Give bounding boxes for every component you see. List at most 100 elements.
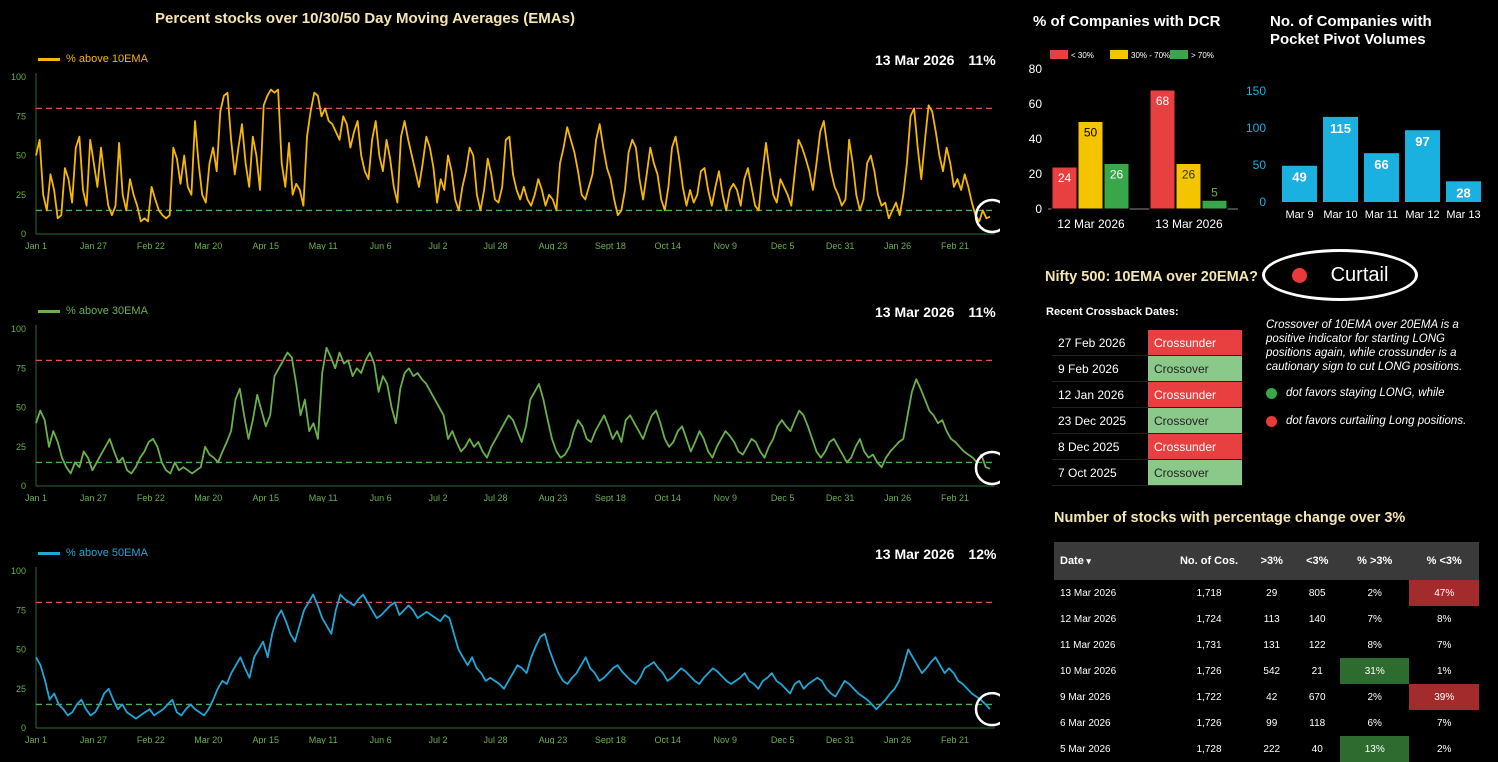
readout-value: 12% (968, 546, 997, 562)
panel-legend-2: % above 30EMA (38, 305, 148, 317)
pocket-pivot-bar-label: 28 (1456, 185, 1470, 200)
crossback-row: 27 Feb 2026 Crossunder (1052, 330, 1242, 356)
main-title: Percent stocks over 10/30/50 Day Moving … (155, 10, 575, 27)
green-dot-icon (1266, 387, 1277, 399)
x-tick-label: Dec 5 (771, 493, 795, 502)
y-tick-label: 25 (16, 684, 26, 694)
x-tick-label: 13 Mar 2026 (1155, 217, 1223, 231)
y-tick-label: 40 (1029, 132, 1043, 146)
panel-readout-2: 13 Mar 2026 11% (875, 304, 996, 320)
dcr-bar-label: 26 (1110, 168, 1124, 182)
table-cell: 222 (1263, 743, 1281, 755)
column-header[interactable]: Date ▾ (1054, 542, 1169, 580)
dcr-bar-label: 26 (1182, 168, 1196, 182)
table-row: 9 Mar 2026 1,722 42 670 2% 39% (1054, 684, 1479, 710)
series-line (35, 346, 991, 475)
table-cell: 8% (1437, 613, 1452, 625)
x-tick-label: Jul 2 (429, 241, 448, 250)
table-cell: 1,731 (1196, 639, 1222, 651)
table-cell: 140 (1308, 613, 1326, 625)
dcr-bar-label: 50 (1084, 126, 1098, 140)
y-tick-label: 0 (21, 481, 26, 491)
table-cell: 2% (1437, 743, 1452, 755)
dcr-bar-label: 68 (1156, 94, 1170, 108)
legend-label: % above 10EMA (66, 53, 148, 65)
panel-legend-3: % above 50EMA (38, 547, 148, 559)
x-tick-label: May 11 (309, 493, 338, 502)
y-tick-label: 25 (16, 442, 26, 452)
red-dot-note-text: dot favors curtailing Long positions. (1286, 415, 1467, 427)
x-tick-label: Aug 23 (539, 735, 568, 744)
x-tick-label: Jul 2 (429, 735, 448, 744)
x-tick-label: Feb 21 (941, 493, 969, 502)
column-header-label: Date (1060, 555, 1084, 567)
x-tick-label: 12 Mar 2026 (1057, 217, 1125, 231)
pocket-pivot-chart: 0 50 100 150 49 Mar 9 115 Mar 10 66 Mar 11 97 Mar 1… (1246, 84, 1481, 221)
legend-label: < 30% (1071, 51, 1094, 60)
legend-label: % above 50EMA (66, 547, 148, 559)
ema-line-chart-2: 0 25 50 75 100 Jan 1 Jan 27 Feb 22 Mar 20 Apr 15 M… (11, 324, 1000, 502)
panel-readout-1: 13 Mar 2026 11% (875, 52, 996, 68)
pocket-pivot-bar (1364, 153, 1399, 202)
x-tick-label: Jun 6 (370, 241, 392, 250)
sort-down-icon[interactable]: ▾ (1083, 556, 1091, 566)
pocket-pivot-bar (1282, 165, 1317, 202)
table-cell: 99 (1266, 717, 1278, 729)
change-table-title: Number of stocks with percentage change … (1054, 510, 1406, 526)
column-header: % >3% (1339, 542, 1410, 580)
nifty-title: Nifty 500: 10EMA over 20EMA? (1045, 269, 1259, 285)
ema-line-chart-3: 0 25 50 75 100 Jan 1 Jan 27 Feb 22 Mar 20 Apr 15 M… (11, 566, 1000, 744)
x-tick-label: Apr 15 (252, 241, 279, 250)
column-header: % <3% (1409, 542, 1479, 580)
table-cell: 40 (1311, 743, 1323, 755)
table-cell: 10 Mar 2026 (1060, 665, 1117, 677)
legend-swatch (1170, 50, 1188, 59)
x-tick-label: Sept 18 (595, 493, 626, 502)
readout-date: 13 Mar 2026 (875, 304, 955, 320)
crossback-date: 27 Feb 2026 (1052, 330, 1148, 356)
readout-value: 11% (968, 52, 996, 68)
crossback-date: 12 Jan 2026 (1052, 381, 1148, 408)
x-tick-label: Jan 27 (80, 493, 107, 502)
table-cell: 2% (1367, 691, 1382, 703)
x-tick-label: Jan 1 (25, 241, 47, 250)
crossback-type: Crossunder (1148, 330, 1242, 356)
table-cell: 1,728 (1196, 743, 1222, 755)
nifty-status-badge: Curtail (1262, 249, 1418, 301)
table-cell: 2% (1367, 587, 1382, 599)
pocket-pivot-bar-label: 97 (1415, 134, 1429, 149)
crossback-date: 9 Feb 2026 (1052, 355, 1148, 382)
x-tick-label: Aug 23 (539, 493, 568, 502)
dcr-bar (1103, 163, 1130, 210)
x-tick-label: Jan 26 (884, 241, 911, 250)
dcr-bar (1051, 166, 1078, 210)
crossback-row: 9 Feb 2026 Crossover (1052, 355, 1242, 382)
table-cell: 1,726 (1196, 717, 1222, 729)
table-cell: 7% (1437, 639, 1452, 651)
y-tick-label: 25 (16, 190, 26, 200)
x-tick-label: Jan 1 (25, 493, 47, 502)
pocket-pivot-bar (1405, 130, 1440, 202)
table-cell: 7% (1367, 613, 1382, 625)
crossover-note: Crossover of 10EMA over 20EMA is a posit… (1266, 319, 1463, 373)
table-cell: 670 (1308, 691, 1326, 703)
green-dot-note-text: dot favors staying LONG, while (1286, 387, 1445, 399)
y-tick-label: 100 (11, 324, 26, 334)
pocket-pivot-bar-label: 115 (1330, 121, 1351, 136)
pocket-pivot-bar-label: 49 (1292, 170, 1306, 185)
legend-line-icon (38, 551, 60, 555)
table-cell: 6% (1367, 717, 1382, 729)
table-cell: 131 (1263, 639, 1281, 651)
y-tick-label: 75 (16, 111, 26, 121)
x-tick-label: Sept 18 (595, 241, 626, 250)
y-tick-label: 0 (1259, 195, 1266, 209)
x-tick-label: Apr 15 (252, 735, 279, 744)
y-tick-label: 75 (16, 605, 26, 615)
legend-line-icon (38, 309, 60, 313)
table-cell: 1,724 (1196, 613, 1222, 625)
x-tick-label: Mar 13 (1446, 209, 1480, 221)
y-tick-label: 50 (16, 645, 26, 655)
x-tick-label: Feb 22 (137, 241, 165, 250)
dcr-bar (1149, 89, 1176, 210)
green-dot-note: dot favors staying LONG, while (1266, 386, 1445, 400)
